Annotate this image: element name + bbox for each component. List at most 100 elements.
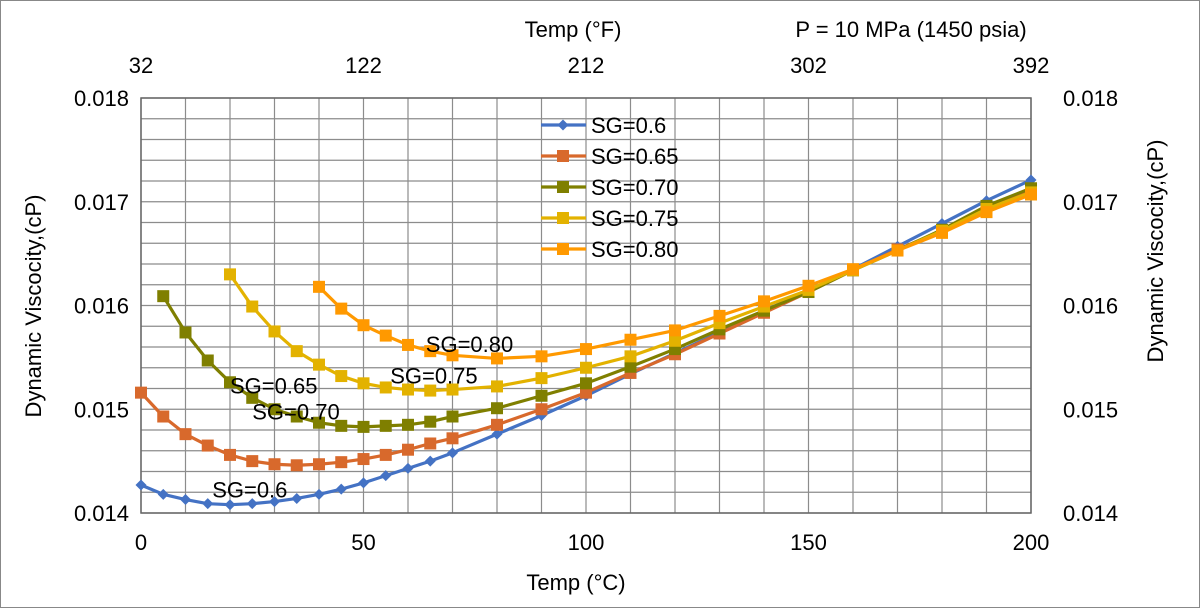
y-tick-label-right: 0.014 — [1063, 501, 1118, 526]
y-tick-label-right: 0.016 — [1063, 294, 1118, 319]
data-point-square — [491, 402, 503, 415]
series-annotation: SG=0.6 — [212, 477, 287, 502]
data-point-square — [580, 386, 592, 399]
data-point-diamond — [180, 494, 191, 506]
data-point-square — [446, 432, 459, 445]
y-tick-label: 0.018 — [74, 86, 129, 111]
legend-label: SG=0.70 — [591, 175, 678, 200]
data-point-diamond — [335, 483, 347, 495]
top-axis-title: Temp (°F) — [525, 17, 622, 42]
data-point-square — [624, 360, 637, 373]
legend-label: SG=0.6 — [591, 113, 666, 138]
grid — [140, 97, 1032, 514]
data-point-square — [580, 361, 592, 374]
top-x-tick-label: 32 — [129, 53, 153, 78]
x-axis-title: Temp (°C) — [526, 570, 625, 595]
data-point-square — [491, 418, 503, 431]
top-x-tick-label: 122 — [345, 53, 382, 78]
data-point-square — [624, 333, 637, 346]
data-point-diamond — [424, 455, 436, 467]
data-point-square — [491, 352, 503, 365]
data-point-square — [335, 370, 348, 383]
data-point-diamond — [246, 498, 258, 510]
data-point-square — [980, 206, 993, 219]
legend-item: SG=0.65 — [541, 144, 678, 169]
data-point-square — [335, 456, 348, 469]
data-point-square — [290, 459, 303, 472]
data-point-square — [557, 212, 569, 224]
data-point-square — [1025, 188, 1037, 201]
data-point-square — [268, 403, 281, 416]
data-point-square — [936, 226, 948, 239]
data-point-square — [335, 419, 348, 432]
data-point-diamond — [313, 488, 325, 500]
data-point-square — [424, 437, 437, 450]
data-point-square — [379, 419, 392, 432]
data-point-square — [669, 324, 681, 337]
series-group — [135, 174, 1037, 511]
y-axis-title: Dynamic Viscocity,(cP) — [21, 195, 46, 418]
y-tick-label-right: 0.015 — [1063, 397, 1118, 422]
data-point-square — [379, 381, 392, 394]
series-annotation: SG=0.80 — [426, 332, 513, 357]
x-tick-label: 100 — [568, 530, 605, 555]
data-point-square — [580, 377, 592, 390]
top-x-tick-label: 212 — [568, 53, 605, 78]
data-point-square — [313, 416, 325, 429]
data-point-diamond — [269, 496, 280, 508]
data-point-square — [402, 443, 414, 456]
data-point-diamond — [447, 447, 458, 459]
data-point-diamond — [224, 499, 236, 511]
legend-item: SG=0.6 — [541, 113, 666, 138]
data-point-square — [179, 428, 192, 441]
data-point-square — [135, 386, 147, 399]
x-tick-label: 50 — [351, 530, 375, 555]
x-tick-label: 150 — [790, 530, 827, 555]
data-point-square — [313, 458, 325, 471]
data-point-square — [446, 349, 459, 362]
data-point-diamond — [291, 492, 303, 504]
data-point-square — [402, 383, 414, 396]
data-point-square — [179, 326, 192, 339]
data-point-square — [847, 263, 859, 276]
data-point-square — [268, 325, 281, 338]
data-point-square — [357, 453, 370, 466]
data-point-square — [246, 391, 259, 404]
data-point-square — [290, 345, 303, 358]
data-point-square — [535, 389, 548, 402]
top-x-tick-label: 392 — [1013, 53, 1050, 78]
data-point-square — [580, 343, 592, 356]
data-point-square — [402, 338, 414, 351]
data-point-square — [557, 181, 569, 193]
legend-label: SG=0.75 — [591, 206, 678, 231]
data-point-square — [713, 309, 726, 322]
data-point-diamond — [202, 498, 214, 510]
data-point-square — [446, 410, 459, 423]
data-point-diamond — [358, 477, 369, 489]
data-point-square — [424, 345, 437, 358]
top-x-tick-label: 302 — [790, 53, 827, 78]
data-point-square — [424, 384, 437, 397]
data-point-diamond — [557, 119, 569, 131]
data-point-square — [357, 420, 370, 433]
data-point-square — [535, 372, 548, 385]
legend-label: SG=0.65 — [591, 144, 678, 169]
data-point-square — [224, 268, 236, 281]
data-point-square — [491, 380, 503, 393]
data-point-square — [624, 350, 637, 363]
y-tick-label: 0.016 — [74, 294, 129, 319]
data-point-square — [201, 354, 214, 367]
data-point-square — [357, 377, 370, 390]
y-tick-label: 0.015 — [74, 397, 129, 422]
data-point-square — [357, 319, 370, 332]
data-point-square — [557, 150, 569, 162]
series-annotation: SG=0.65 — [230, 374, 317, 399]
legend-item: SG=0.75 — [541, 206, 678, 231]
series-annotation: SG=0.75 — [390, 363, 477, 388]
data-point-square — [446, 383, 459, 396]
data-point-square — [201, 439, 214, 452]
data-point-diamond — [380, 470, 392, 482]
